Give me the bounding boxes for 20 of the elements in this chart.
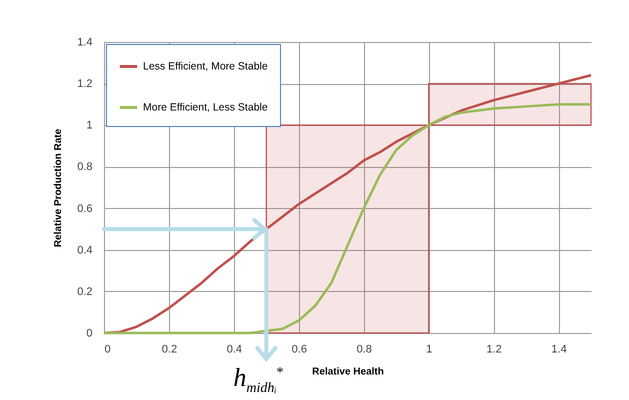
y-axis-title: Relative Production Rate bbox=[53, 128, 64, 248]
legend-label: More Efficient, Less Stable bbox=[143, 102, 268, 114]
y-tick-label: 1 bbox=[86, 120, 92, 132]
y-tick-label: 0.8 bbox=[77, 161, 92, 174]
y-tick-label: 0.4 bbox=[77, 244, 92, 256]
x-tick-label: 0.2 bbox=[162, 344, 178, 356]
x-tick-label: 0.6 bbox=[292, 344, 307, 356]
y-tick-label: 0.6 bbox=[77, 202, 92, 215]
x-tick-label: 0.8 bbox=[356, 344, 372, 356]
y-tick-label: 0.2 bbox=[77, 286, 92, 298]
y-tick-label: 0 bbox=[86, 328, 92, 340]
y-tick-label: 1.2 bbox=[77, 78, 92, 90]
x-tick-label: 1.4 bbox=[551, 344, 567, 356]
x-tick-label: 0.4 bbox=[226, 344, 242, 356]
x-tick-label: 0 bbox=[104, 344, 111, 356]
x-axis-title: Relative Health bbox=[312, 366, 384, 378]
x-tick-label: 1.2 bbox=[486, 344, 502, 356]
y-tick-label: 1.4 bbox=[77, 36, 92, 48]
x-tick-label: 1 bbox=[426, 344, 432, 356]
legend-label: Less Efficient, More Stable bbox=[143, 60, 268, 72]
